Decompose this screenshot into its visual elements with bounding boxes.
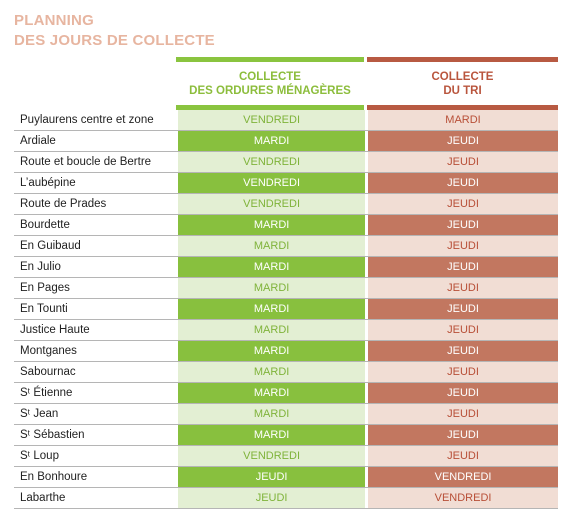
household-collection-day: MARDI xyxy=(178,362,366,382)
recycling-collection-day: JEUDI xyxy=(368,299,558,319)
table-row: Route de Prades VENDREDI JEUDI xyxy=(14,194,558,215)
location-name: Sᵗ Jean xyxy=(20,408,59,420)
location-name: En Pages xyxy=(20,282,70,294)
title-line-2: DES JOURS DE COLLECTE xyxy=(14,32,215,49)
table-row: En Guibaud MARDI JEUDI xyxy=(14,236,558,257)
table-row: En Julio MARDI JEUDI xyxy=(14,257,558,278)
household-collection-day: MARDI xyxy=(178,215,366,235)
location-name: Sabournac xyxy=(20,366,76,378)
household-collection-day: MARDI xyxy=(178,257,366,277)
household-header-line-1: COLLECTE xyxy=(239,70,301,83)
household-collection-day: MARDI xyxy=(178,236,366,256)
recycling-collection-day: JEUDI xyxy=(368,278,558,298)
table-row: Ardiale MARDI JEUDI xyxy=(14,131,558,152)
table-row: En Pages MARDI JEUDI xyxy=(14,278,558,299)
table-row: Sᵗ Étienne MARDI JEUDI xyxy=(14,383,558,404)
recycling-header-line-2: DU TRI xyxy=(443,84,482,97)
location-name: Route de Prades xyxy=(20,198,107,210)
table-row: Sabournac MARDI JEUDI xyxy=(14,362,558,383)
location-name: Montganes xyxy=(20,345,77,357)
location-name: En Guibaud xyxy=(20,240,81,252)
household-collection-day: MARDI xyxy=(178,131,366,151)
recycling-collection-day: JEUDI xyxy=(368,152,558,172)
location-name: Puylaurens centre et zone xyxy=(20,114,154,126)
table-row: Montganes MARDI JEUDI xyxy=(14,341,558,362)
recycling-collection-day: JEUDI xyxy=(368,131,558,151)
table-row: Justice Haute MARDI JEUDI xyxy=(14,320,558,341)
household-collection-day: JEUDI xyxy=(178,488,366,508)
table-row: Bourdette MARDI JEUDI xyxy=(14,215,558,236)
table-row: Route et boucle de Bertre VENDREDI JEUDI xyxy=(14,152,558,173)
location-name: Route et boucle de Bertre xyxy=(20,156,152,168)
location-name: Sᵗ Étienne xyxy=(20,387,73,399)
recycling-collection-day: JEUDI xyxy=(368,362,558,382)
household-collection-day: MARDI xyxy=(178,341,366,361)
household-collection-day: MARDI xyxy=(178,278,366,298)
household-collection-day: MARDI xyxy=(178,404,366,424)
recycling-collection-day: JEUDI xyxy=(368,425,558,445)
location-name: Labarthe xyxy=(20,492,66,504)
table-row: En Tounti MARDI JEUDI xyxy=(14,299,558,320)
household-collection-day: MARDI xyxy=(178,425,366,445)
recycling-collection-day: JEUDI xyxy=(368,320,558,340)
recycling-collection-day: MARDI xyxy=(368,110,558,130)
location-name: Bourdette xyxy=(20,219,70,231)
location-name: Sᵗ Sébastien xyxy=(20,429,85,441)
table-row: L’aubépine VENDREDI JEUDI xyxy=(14,173,558,194)
table-row: Sᵗ Loup VENDREDI JEUDI xyxy=(14,446,558,467)
location-name: En Julio xyxy=(20,261,61,273)
recycling-collection-day: JEUDI xyxy=(368,404,558,424)
recycling-collection-day: JEUDI xyxy=(368,194,558,214)
recycling-collection-day: JEUDI xyxy=(368,215,558,235)
household-header-line-2: DES ORDURES MÉNAGÈRES xyxy=(189,84,351,97)
location-name: Justice Haute xyxy=(20,324,90,336)
page-title: PLANNING DES JOURS DE COLLECTE xyxy=(14,11,215,51)
household-collection-day: VENDREDI xyxy=(178,110,366,130)
recycling-collection-day: JEUDI xyxy=(368,446,558,466)
title-line-1: PLANNING xyxy=(14,12,94,29)
recycling-column-header: COLLECTE DU TRI xyxy=(367,57,558,110)
table-row: Labarthe JEUDI VENDREDI xyxy=(14,488,558,509)
recycling-collection-day: JEUDI xyxy=(368,173,558,193)
recycling-header-line-1: COLLECTE xyxy=(431,70,494,83)
recycling-collection-day: VENDREDI xyxy=(368,488,558,508)
location-name: En Tounti xyxy=(20,303,68,315)
location-name: Sᵗ Loup xyxy=(20,450,59,462)
collection-schedule-table: Puylaurens centre et zone VENDREDI MARDI Ar… xyxy=(14,110,558,509)
recycling-collection-day: JEUDI xyxy=(368,257,558,277)
table-row: Sᵗ Sébastien MARDI JEUDI xyxy=(14,425,558,446)
location-name: En Bonhoure xyxy=(20,471,88,483)
household-collection-day: JEUDI xyxy=(178,467,366,487)
household-collection-day: MARDI xyxy=(178,320,366,340)
household-collection-day: VENDREDI xyxy=(178,173,366,193)
table-row: Puylaurens centre et zone VENDREDI MARDI xyxy=(14,110,558,131)
household-waste-column-header: COLLECTE DES ORDURES MÉNAGÈRES xyxy=(176,57,364,110)
household-collection-day: VENDREDI xyxy=(178,152,366,172)
household-collection-day: MARDI xyxy=(178,299,366,319)
table-row: Sᵗ Jean MARDI JEUDI xyxy=(14,404,558,425)
household-collection-day: VENDREDI xyxy=(178,446,366,466)
recycling-collection-day: JEUDI xyxy=(368,341,558,361)
location-name: Ardiale xyxy=(20,135,56,147)
table-row: En Bonhoure JEUDI VENDREDI xyxy=(14,467,558,488)
recycling-collection-day: JEUDI xyxy=(368,236,558,256)
household-collection-day: VENDREDI xyxy=(178,194,366,214)
recycling-collection-day: VENDREDI xyxy=(368,467,558,487)
location-name: L’aubépine xyxy=(20,177,76,189)
recycling-collection-day: JEUDI xyxy=(368,383,558,403)
household-collection-day: MARDI xyxy=(178,383,366,403)
